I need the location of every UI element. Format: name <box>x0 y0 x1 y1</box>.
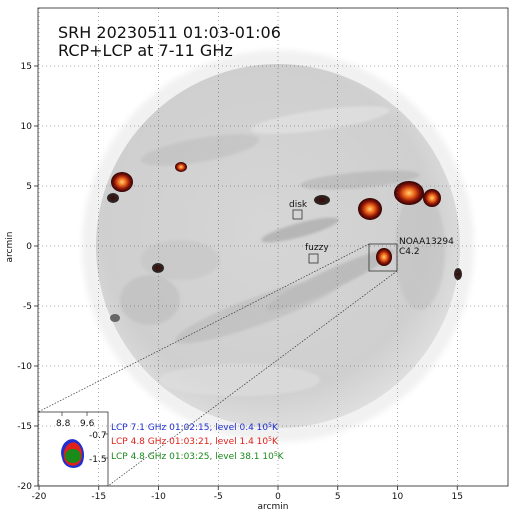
legend-unit: K <box>272 423 279 433</box>
y-tick-label: 15 <box>21 62 32 72</box>
y-tick-label: 0 <box>26 242 32 252</box>
legend-entry-2: LCP 4.8 GHz 01:03:21, level 1.4 105K <box>111 436 279 447</box>
inset-y-tick-1: -0.7 <box>89 431 107 441</box>
inset-x-tick-1: 8.8 <box>56 419 71 429</box>
inset-x-tick-2: 9.6 <box>80 419 95 429</box>
x-tick-label: 10 <box>392 492 404 502</box>
region-name: NOAA13294 <box>399 237 454 247</box>
x-tick-label: 5 <box>335 492 341 502</box>
legend-text: LCP 7.1 GHz 01:02:15, level 0.4 10 <box>111 423 268 433</box>
x-tick-label: -5 <box>214 492 223 502</box>
legend-text: LCP 4.8 GHz 01:03:25, level 38.1 10 <box>111 452 274 462</box>
disk-texture <box>120 106 445 396</box>
x-tick-label: 15 <box>452 492 463 502</box>
x-tick-label: 0 <box>275 492 281 502</box>
inset-y-tick-2: -1.5 <box>89 455 107 465</box>
disk-label: disk <box>289 200 308 210</box>
legend-text: LCP 4.8 GHz 01:03:21, level 1.4 10 <box>111 437 268 447</box>
disk-box <box>292 209 303 220</box>
zoom-line-bottom <box>107 270 398 486</box>
x-tick-label: -10 <box>151 492 166 502</box>
radio-sources <box>107 162 462 322</box>
inset-contour-green <box>65 449 81 463</box>
zoom-line-top <box>38 243 370 413</box>
region-box <box>368 243 398 272</box>
legend-unit: K <box>272 437 279 447</box>
legend-superscript: 5 <box>274 451 278 458</box>
flare-class: C4.2 <box>399 247 420 257</box>
y-tick-label: -15 <box>17 422 32 432</box>
axes-frame <box>37 7 509 487</box>
y-tick-label: 5 <box>26 182 32 192</box>
legend-superscript: 5 <box>268 436 272 443</box>
y-tick-label: -10 <box>17 362 32 372</box>
legend-superscript: 5 <box>268 422 272 429</box>
legend-unit: K <box>278 452 285 462</box>
y-tick-label: -20 <box>17 482 32 492</box>
fuzzy-label: fuzzy <box>305 243 329 253</box>
x-tick-label: -20 <box>32 492 47 502</box>
title-line-2: RCP+LCP at 7-11 GHz <box>58 41 233 60</box>
fuzzy-box <box>308 253 319 264</box>
inset <box>38 411 109 486</box>
y-axis-label: arcmin <box>5 232 15 263</box>
y-tick-label: 10 <box>21 122 33 132</box>
legend-entry-3: LCP 4.8 GHz 01:03:25, level 38.1 105K <box>111 451 285 462</box>
y-tick-label: -5 <box>23 302 32 312</box>
legend-entry-1: LCP 7.1 GHz 01:02:15, level 0.4 105K <box>111 422 279 433</box>
x-tick-label: -15 <box>91 492 106 502</box>
axis-ticks: -20 -15 -10 -5 0 5 10 15 15 10 5 0 -5 -10 -15 -20 <box>17 62 463 502</box>
title-line-1: SRH 20230511 01:03-01:06 <box>58 23 281 42</box>
x-axis-label: arcmin <box>258 502 289 512</box>
